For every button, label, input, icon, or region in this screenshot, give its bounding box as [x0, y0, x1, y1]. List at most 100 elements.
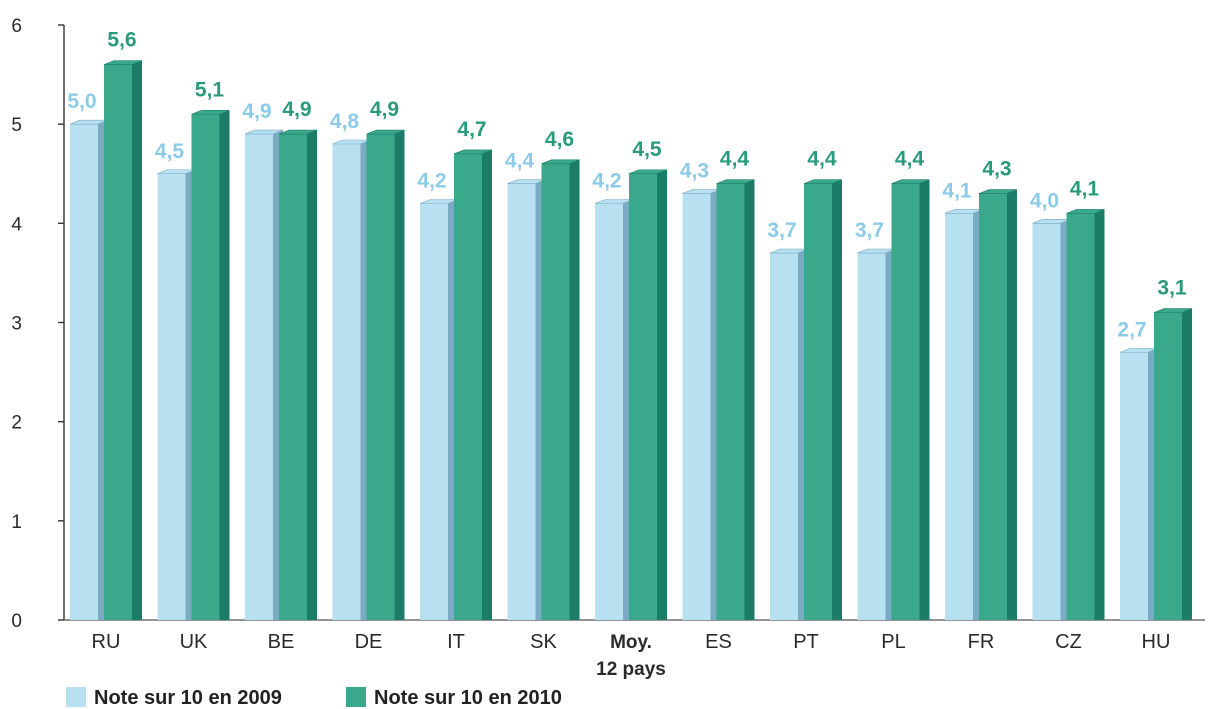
bar-2010-4	[453, 149, 493, 620]
bar-2009-0	[69, 119, 109, 621]
bar-2010-7	[716, 179, 755, 620]
bar-top	[716, 179, 755, 184]
x-tick-label: PL	[881, 631, 905, 653]
bar-front	[1120, 352, 1148, 620]
data-label-2010: 4,4	[895, 148, 925, 171]
bar-front	[857, 253, 886, 621]
bar-2010-8	[803, 179, 843, 620]
bar-front	[279, 134, 307, 621]
data-label-2010: 4,7	[457, 118, 486, 141]
bar-2009-8	[769, 248, 809, 621]
bar-front	[191, 114, 220, 620]
bar-top	[628, 169, 668, 175]
x-tick-label: DE	[355, 631, 383, 653]
bar-front	[70, 124, 98, 621]
bar-side	[744, 179, 755, 620]
bar-2009-6	[594, 199, 634, 620]
data-label-2010: 4,9	[282, 98, 311, 121]
bar-top	[103, 60, 143, 65]
bar-2010-3	[366, 129, 405, 621]
bars	[69, 60, 1193, 621]
legend-swatch	[346, 687, 366, 707]
x-tick-label: HU	[1142, 631, 1171, 653]
x-tick-label: RU	[92, 631, 121, 653]
bar-2010-12	[1153, 308, 1193, 620]
bar-2009-7	[682, 189, 721, 621]
data-label-2009: 4,4	[505, 150, 535, 173]
bar-2009-3	[332, 139, 371, 620]
x-tick-label: 12 pays	[596, 659, 666, 680]
bar-top	[891, 179, 930, 184]
bar-2010-2	[278, 129, 318, 621]
bar-side	[307, 130, 317, 621]
bar-2009-12	[1119, 347, 1159, 620]
data-label-2010: 4,4	[807, 148, 837, 171]
y-tick-label: 0	[11, 611, 22, 632]
bar-2009-9	[857, 248, 896, 621]
bar-front	[682, 193, 711, 621]
bar-front	[157, 173, 186, 620]
bar-side	[219, 110, 230, 620]
bar-front	[366, 134, 395, 621]
x-tick-label: SK	[530, 631, 557, 653]
bar-front	[454, 153, 482, 620]
data-label-2010: 5,1	[195, 78, 225, 101]
bar-2009-1	[157, 169, 196, 620]
bar-front	[104, 64, 132, 620]
bar-2010-11	[1066, 209, 1105, 620]
data-label-2009: 3,7	[855, 219, 884, 242]
bar-side	[394, 130, 405, 621]
bar-front	[804, 183, 832, 620]
x-tick-label: PT	[793, 631, 819, 653]
data-label-2010: 3,1	[1157, 277, 1187, 300]
y-tick-label: 4	[11, 214, 22, 235]
legend-label: Note sur 10 en 2010	[374, 687, 562, 709]
x-tick-label: FR	[968, 631, 995, 653]
bar-2009-10	[944, 209, 984, 620]
data-label-2009: 4,9	[242, 100, 271, 123]
bar-top	[453, 149, 493, 155]
legend-swatch	[66, 687, 86, 707]
bar-side	[482, 149, 492, 620]
bar-top	[244, 129, 284, 135]
bar-side	[657, 169, 667, 620]
data-label-2010: 4,1	[1070, 177, 1100, 200]
data-label-2009: 2,7	[1117, 318, 1146, 341]
bar-front	[245, 134, 273, 621]
y-tick-label: 1	[11, 512, 22, 533]
x-axis-labels: RU UK BE DE IT SK Moy. 12 pays ES PT PL FR CZ HU	[92, 631, 1171, 680]
bar-2009-4	[419, 199, 459, 620]
x-tick-label: Moy.	[610, 632, 652, 653]
bar-front	[332, 144, 361, 620]
bar-top	[1153, 308, 1193, 313]
data-label-2010: 4,5	[632, 138, 662, 161]
bar-front	[1032, 223, 1061, 621]
bar-top	[366, 129, 405, 135]
data-label-2010: 4,4	[720, 148, 750, 171]
bar-2009-11	[1032, 219, 1071, 621]
bar-side	[1182, 308, 1192, 620]
bar-side	[919, 179, 930, 620]
bar-2010-5	[541, 159, 580, 621]
x-tick-label: CZ	[1055, 631, 1082, 653]
data-label-2009: 4,2	[417, 170, 446, 193]
bar-side	[569, 159, 580, 621]
bar-front	[541, 163, 570, 621]
legend-item: Note sur 10 en 2010	[346, 687, 562, 709]
bar-front	[945, 213, 973, 620]
x-tick-label: UK	[180, 631, 208, 653]
x-tick-label: ES	[705, 631, 732, 653]
bar-top	[1066, 209, 1105, 214]
bar-2010-9	[891, 179, 930, 620]
bar-front	[1066, 213, 1095, 620]
bar-side	[132, 60, 142, 620]
bar-2010-1	[191, 109, 230, 620]
bar-2010-10	[978, 189, 1018, 621]
data-label-2010: 4,3	[982, 158, 1011, 181]
bar-front	[891, 183, 920, 620]
y-tick-label: 3	[11, 314, 22, 335]
legend-label: Note sur 10 en 2009	[94, 687, 282, 709]
bar-front	[420, 203, 448, 620]
x-tick-label: IT	[447, 631, 465, 653]
